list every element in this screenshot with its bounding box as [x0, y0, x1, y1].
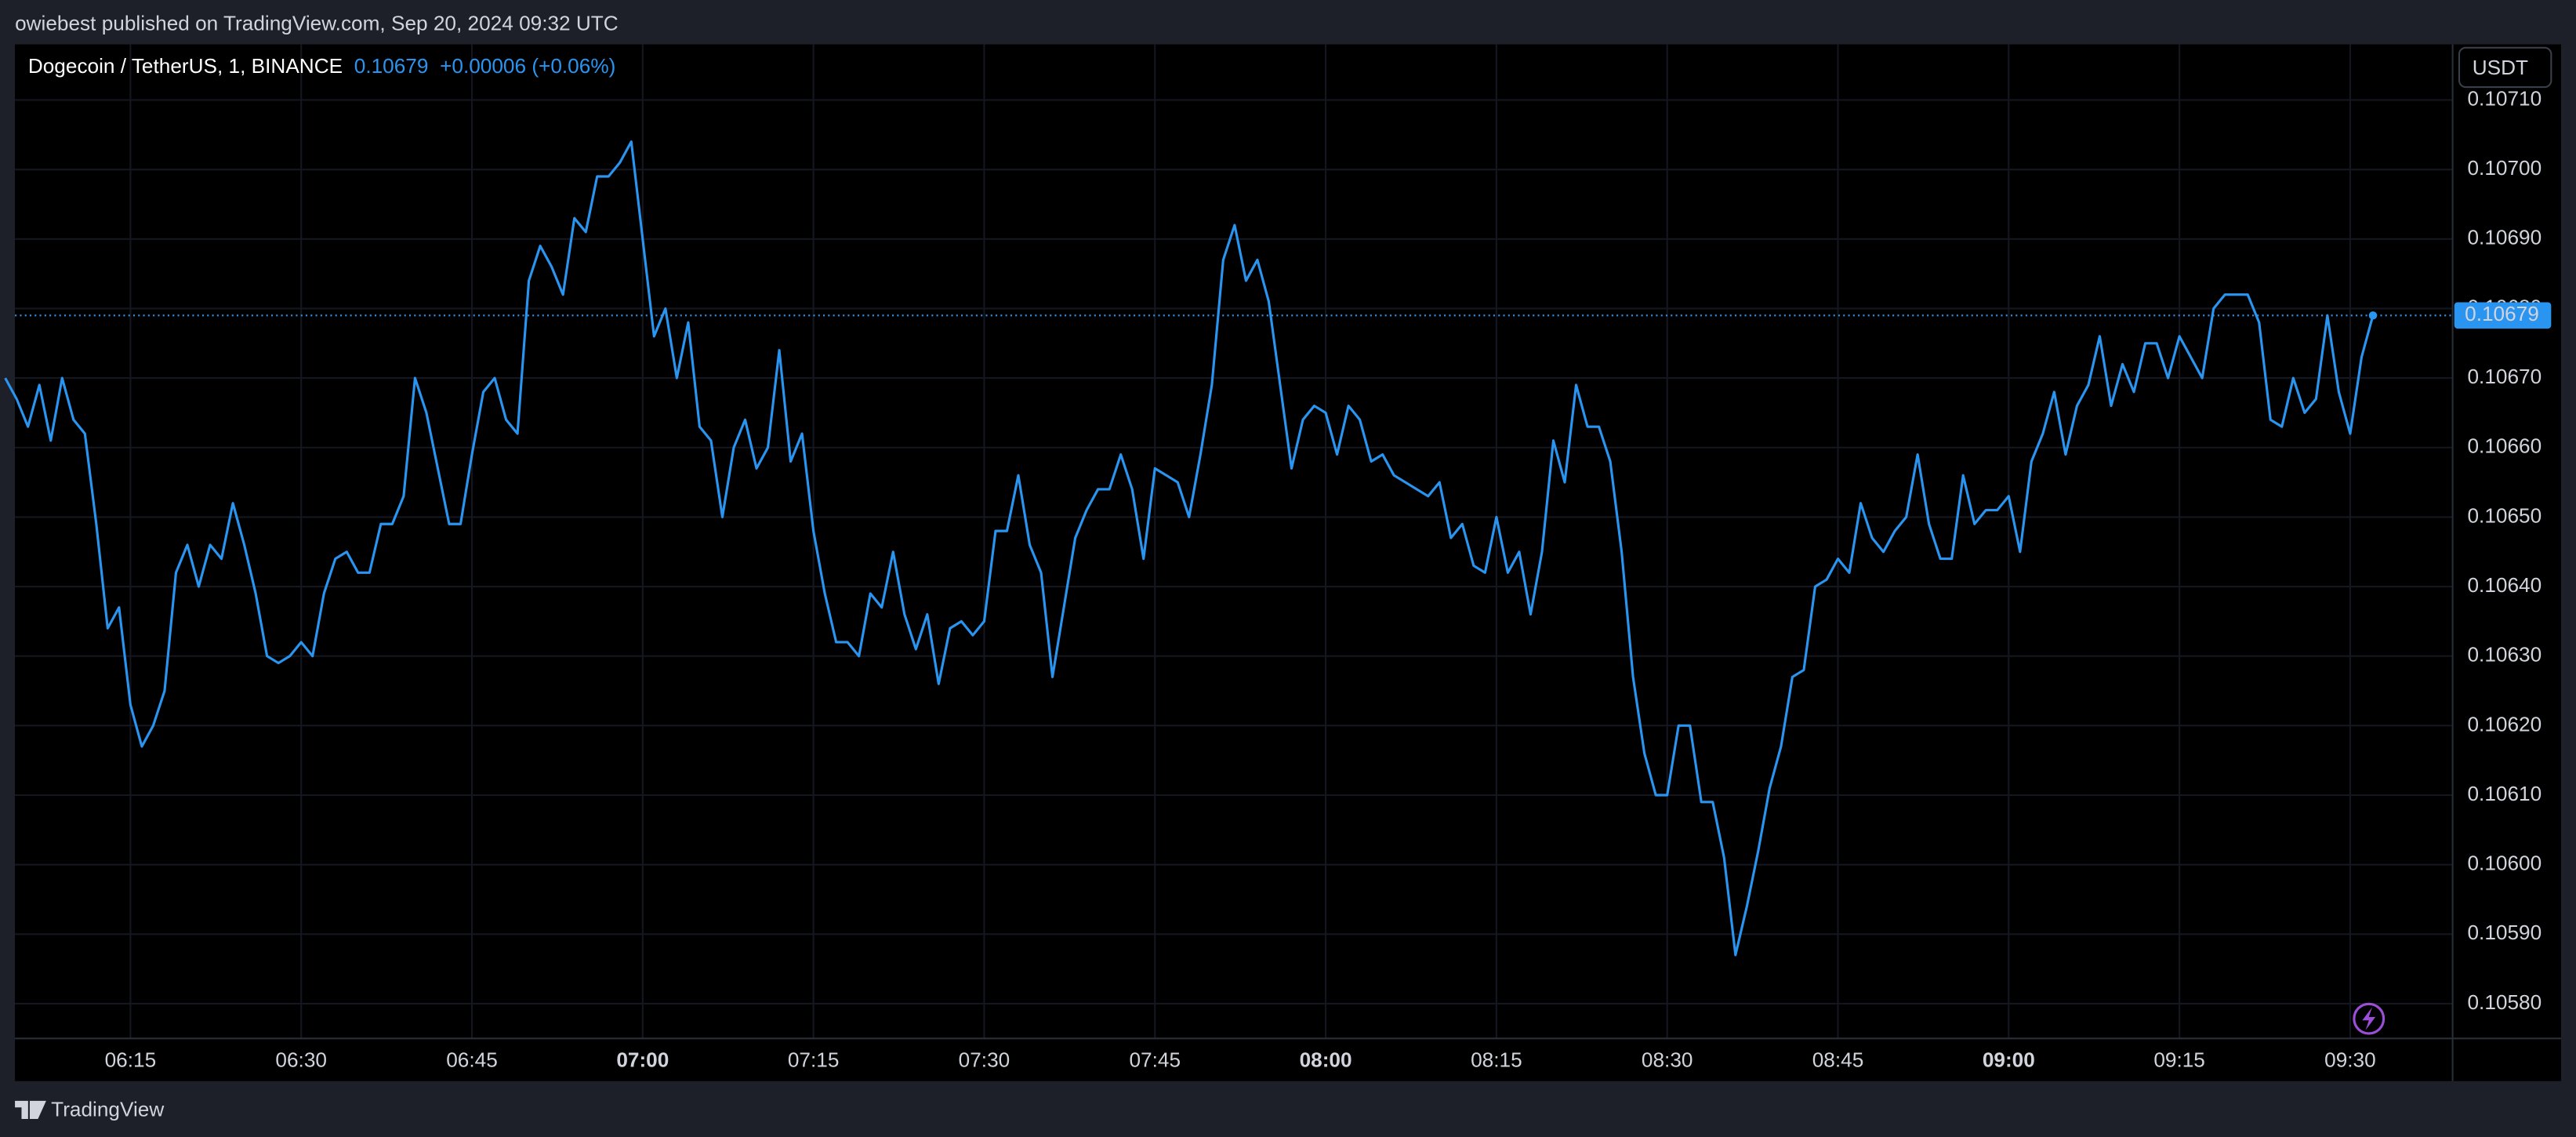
symbol-name: Dogecoin / TetherUS, 1, BINANCE: [28, 54, 343, 78]
symbol-title: Dogecoin / TetherUS, 1, BINANCE 0.10679 +0…: [28, 54, 615, 78]
x-tick-label: 07:15: [788, 1048, 840, 1072]
y-tick-label: 0.10590: [2467, 921, 2542, 944]
x-tick-label: 07:00: [616, 1048, 669, 1072]
y-tick-label: 0.10690: [2467, 226, 2542, 249]
x-tick-label: 09:30: [2324, 1048, 2376, 1072]
y-tick-label: 0.10710: [2467, 86, 2542, 110]
y-tick-label: 0.10600: [2467, 852, 2542, 875]
x-tick-label: 07:30: [959, 1048, 1010, 1072]
x-tick-label: 06:15: [105, 1048, 157, 1072]
y-tick-label: 0.10700: [2467, 156, 2542, 180]
price-change: +0.00006 (+0.06%): [440, 54, 615, 78]
last-price-tag: [2454, 302, 2552, 329]
y-tick-label: 0.10620: [2467, 712, 2542, 736]
brand-logo: [15, 1100, 46, 1119]
x-tick-label: 08:15: [1471, 1048, 1522, 1072]
grid: [15, 44, 2453, 1039]
last-point: [2368, 311, 2378, 320]
x-tick-label: 06:45: [446, 1048, 498, 1072]
last-price-tag-label: 0.10679: [2465, 302, 2539, 325]
y-tick-label: 0.10630: [2467, 643, 2542, 667]
x-tick-label: 06:30: [275, 1048, 327, 1072]
currency-label[interactable]: USDT: [2473, 56, 2528, 79]
x-tick-label: 07:45: [1129, 1048, 1181, 1072]
last-price: 0.10679: [354, 54, 429, 78]
y-tick-label: 0.10580: [2467, 990, 2542, 1014]
price-line: [4, 140, 2375, 957]
plot-background: [15, 44, 2561, 1081]
y-tick-label: 0.10660: [2467, 434, 2542, 458]
x-tick-label: 09:00: [1983, 1048, 2035, 1072]
alert-icon[interactable]: [2353, 1002, 2386, 1035]
brand-name: TradingView: [51, 1097, 164, 1121]
currency-button[interactable]: [2458, 46, 2552, 89]
x-tick-label: 08:30: [1642, 1048, 1693, 1072]
x-tick-label: 08:00: [1300, 1048, 1352, 1072]
y-tick-label: 0.10650: [2467, 503, 2542, 527]
y-tick-label: 0.10670: [2467, 365, 2542, 388]
y-tick-label: 0.10640: [2467, 573, 2542, 597]
y-tick-label: 0.10610: [2467, 782, 2542, 805]
x-tick-label: 09:15: [2153, 1048, 2205, 1072]
plot: [4, 140, 2453, 957]
x-tick-label: 08:45: [1812, 1048, 1864, 1072]
publish-info: owiebest published on TradingView.com, S…: [15, 11, 619, 35]
